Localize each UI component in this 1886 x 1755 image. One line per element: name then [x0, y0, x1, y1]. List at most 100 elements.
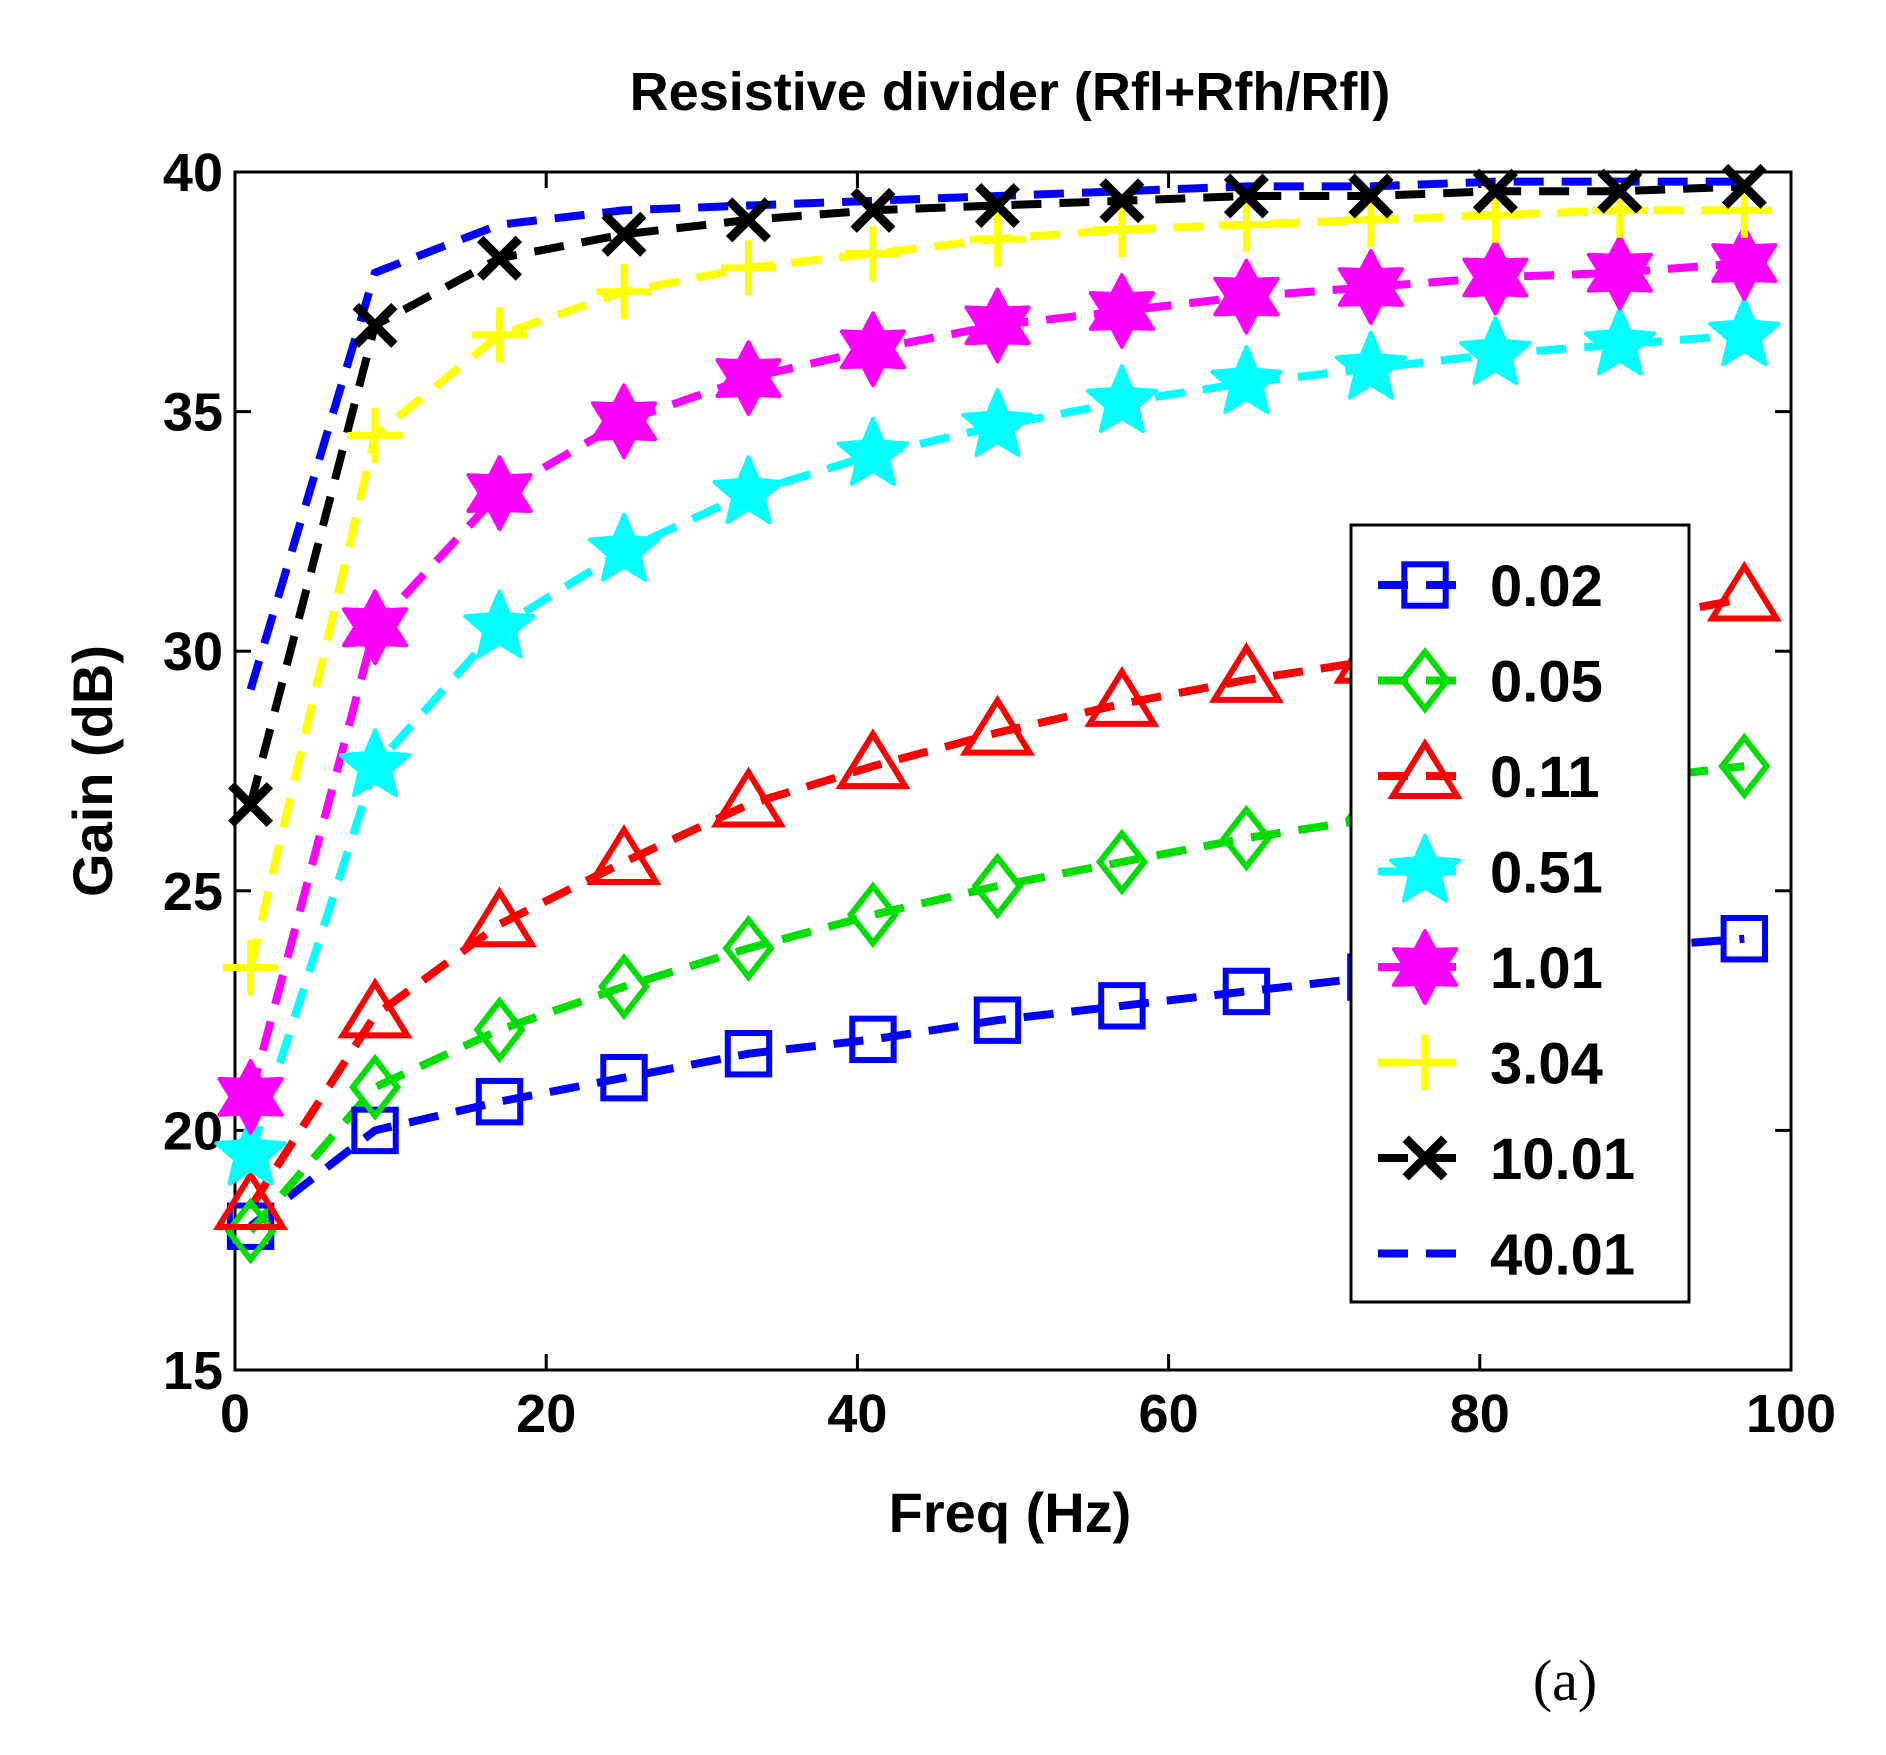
- data-point-marker: [338, 728, 412, 798]
- x-tick-label: 60: [1139, 1384, 1199, 1444]
- data-point-marker: [839, 311, 906, 388]
- data-point-marker: [1348, 173, 1394, 219]
- data-point-marker: [463, 589, 536, 659]
- x-tick-label: 80: [1450, 1384, 1510, 1444]
- data-point-marker: [471, 307, 528, 363]
- legend-entry: 0.05: [1378, 647, 1603, 715]
- x-tick-label: 20: [516, 1384, 576, 1444]
- data-point-marker: [1220, 804, 1273, 872]
- data-point-marker: [351, 1106, 399, 1155]
- data-point-marker: [1459, 316, 1532, 386]
- data-point-marker: [475, 1077, 524, 1126]
- y-tick-label: 15: [163, 1341, 223, 1401]
- legend-label: 1.01: [1490, 936, 1603, 1001]
- legend-label: 3.04: [1490, 1032, 1603, 1097]
- legend-entry: 3.04: [1378, 1032, 1603, 1097]
- data-point-marker: [1098, 982, 1146, 1030]
- data-point-marker: [961, 388, 1034, 457]
- data-point-marker: [1388, 833, 1462, 903]
- legend-entries: 0.02 0.05 0.11 0.51 1.01 3.04 10.01 40.01: [1378, 554, 1635, 1288]
- data-point-marker: [600, 1053, 648, 1102]
- axis-ticks: [233, 170, 1793, 1372]
- data-point-marker: [586, 824, 662, 886]
- legend: 0.02 0.05 0.11 0.51 1.01 3.04 10.01 40.01: [1349, 523, 1691, 1304]
- data-point-marker: [348, 1053, 402, 1121]
- y-tick-label: 25: [163, 862, 223, 922]
- data-point-marker: [1085, 364, 1158, 433]
- y-axis-label: Gain (dB): [61, 645, 124, 897]
- data-point-marker: [973, 996, 1022, 1044]
- data-point-marker: [1708, 297, 1781, 366]
- data-point-marker: [1223, 173, 1269, 219]
- data-point-marker: [1088, 273, 1155, 349]
- y-tick-labels: 15 20 25 30 35 40: [163, 143, 223, 1401]
- data-point-marker: [836, 416, 910, 486]
- data-point-marker: [1334, 330, 1407, 400]
- data-point-marker: [1462, 239, 1529, 316]
- data-point-marker: [228, 782, 274, 828]
- y-tick-label: 20: [163, 1101, 223, 1161]
- legend-label: 0.05: [1490, 650, 1603, 715]
- data-point-marker: [601, 211, 647, 257]
- data-point-marker: [969, 211, 1026, 267]
- data-point-marker: [845, 225, 901, 282]
- data-point-marker: [1597, 168, 1643, 214]
- data-point-marker: [846, 881, 900, 949]
- chart-title: Resistive divider (Rfl+Rfh/Rfl): [630, 62, 1391, 122]
- series-line-0.02: [248, 934, 1745, 1230]
- data-point-marker: [337, 977, 413, 1039]
- data-point-marker: [212, 1169, 289, 1231]
- y-tick-label: 40: [163, 143, 223, 203]
- x-axis-label: Freq (Hz): [889, 1481, 1132, 1544]
- legend-entry: 40.01: [1378, 1223, 1635, 1288]
- data-point-marker: [1721, 163, 1767, 209]
- data-point-marker: [597, 953, 651, 1021]
- data-point-marker: [1387, 738, 1463, 799]
- data-point-marker: [1210, 345, 1283, 414]
- data-point-marker: [1337, 249, 1404, 325]
- data-point-marker: [1586, 234, 1653, 311]
- data-point-marker: [964, 287, 1031, 364]
- data-point-marker: [710, 766, 787, 828]
- data-point-marker: [725, 197, 771, 243]
- data-point-marker: [1099, 178, 1145, 224]
- data-point-marker: [1472, 168, 1518, 214]
- data-point-marker: [222, 939, 279, 996]
- x-tick-label: 0: [220, 1384, 250, 1444]
- data-point-marker: [1401, 561, 1449, 609]
- x-tick-labels: 0 20 40 60 80 100: [220, 1384, 1836, 1444]
- data-point-marker: [849, 1015, 897, 1064]
- data-point-marker: [214, 1116, 287, 1186]
- legend-label: 0.51: [1490, 841, 1603, 906]
- legend-entry: 10.01: [1378, 1127, 1635, 1192]
- data-point-marker: [352, 302, 398, 348]
- legend-entry: 1.01: [1378, 929, 1603, 1005]
- legend-label: 0.02: [1490, 554, 1603, 619]
- legend-entry: 0.51: [1378, 833, 1603, 906]
- data-point-marker: [347, 407, 403, 464]
- data-point-marker: [724, 1030, 773, 1078]
- data-point-marker: [1391, 929, 1459, 1005]
- data-point-marker: [1706, 560, 1782, 622]
- data-point-marker: [466, 455, 533, 531]
- data-point-marker: [712, 455, 785, 525]
- y-tick-label: 30: [163, 622, 223, 682]
- data-point-marker: [587, 512, 661, 582]
- data-point-marker: [477, 235, 523, 281]
- data-point-marker: [1397, 1034, 1453, 1091]
- data-point-marker: [342, 589, 409, 666]
- data-point-marker: [715, 340, 782, 416]
- series-line-40.01: [246, 177, 1745, 691]
- data-point-marker: [461, 886, 538, 948]
- legend-label: 40.01: [1490, 1223, 1635, 1288]
- data-point-marker: [1720, 915, 1769, 963]
- data-point-marker: [974, 183, 1020, 229]
- series-line-0.11: [247, 594, 1746, 1210]
- data-point-marker: [1208, 642, 1284, 703]
- legend-entry: 0.11: [1378, 738, 1600, 810]
- data-point-marker: [590, 383, 658, 460]
- data-point-marker: [1402, 1135, 1448, 1181]
- data-point-marker: [835, 728, 911, 790]
- data-point-marker: [722, 914, 775, 982]
- data-point-marker: [596, 264, 652, 320]
